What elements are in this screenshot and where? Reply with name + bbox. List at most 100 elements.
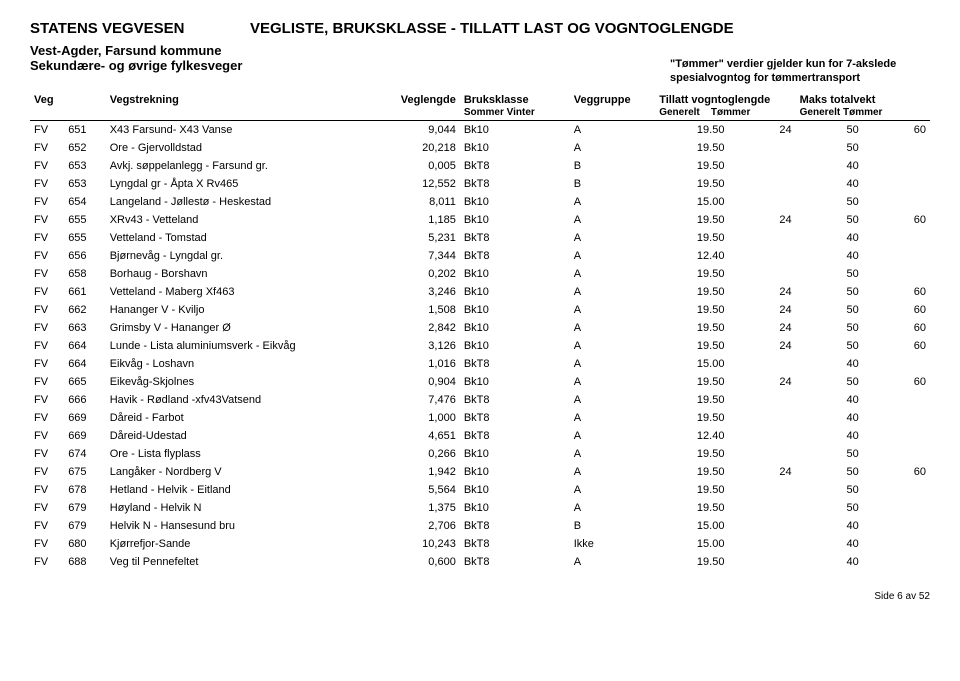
timber-note: "Tømmer" verdier gjelder kun for 7-aksle… [670, 58, 930, 86]
cell-name: Dåreid - Farbot [106, 409, 387, 427]
cell-bk: Bk10 [460, 283, 570, 301]
cell-vg-tommer: 24 [728, 319, 795, 337]
cell-bk: Bk10 [460, 337, 570, 355]
cell-vg-tommer [728, 355, 795, 373]
cell-name: Vetteland - Maberg Xf463 [106, 283, 387, 301]
cell-prefix: FV [30, 211, 64, 229]
cell-maks-generelt: 50 [796, 481, 863, 499]
cell-length: 1,016 [387, 355, 460, 373]
cell-vg-tommer [728, 445, 795, 463]
cell-vg-generelt: 15.00 [655, 355, 728, 373]
col-mt: Tømmer [843, 107, 882, 118]
cell-maks-generelt: 50 [796, 319, 863, 337]
cell-prefix: FV [30, 265, 64, 283]
cell-prefix: FV [30, 193, 64, 211]
cell-vg-tommer [728, 193, 795, 211]
cell-length: 10,243 [387, 535, 460, 553]
cell-group: B [570, 157, 655, 175]
cell-prefix: FV [30, 355, 64, 373]
cell-vg-generelt: 19.50 [655, 337, 728, 355]
cell-maks-tommer: 60 [863, 373, 930, 391]
cell-bk: Bk10 [460, 139, 570, 157]
cell-bk: BkT8 [460, 175, 570, 193]
cell-vg-tommer [728, 517, 795, 535]
cell-prefix: FV [30, 175, 64, 193]
table-body: FV651X43 Farsund- X43 Vanse9,044Bk10A19.… [30, 120, 930, 571]
table-row: FV653Avkj. søppelanlegg - Farsund gr.0,0… [30, 157, 930, 175]
cell-nr: 669 [64, 427, 106, 445]
cell-group: A [570, 553, 655, 571]
col-strek: Vegstrekning [106, 92, 387, 121]
cell-group: A [570, 445, 655, 463]
cell-maks-generelt: 40 [796, 427, 863, 445]
cell-prefix: FV [30, 517, 64, 535]
table-row: FV669Dåreid - Farbot1,000BkT8A19.5040 [30, 409, 930, 427]
cell-prefix: FV [30, 157, 64, 175]
cell-vg-generelt: 19.50 [655, 175, 728, 193]
cell-name: X43 Farsund- X43 Vanse [106, 120, 387, 139]
cell-nr: 654 [64, 193, 106, 211]
cell-vg-generelt: 19.50 [655, 481, 728, 499]
cell-length: 0,266 [387, 445, 460, 463]
cell-nr: 662 [64, 301, 106, 319]
subregion-label: Sekundære- og øvrige fylkesveger [30, 58, 242, 73]
cell-maks-generelt: 40 [796, 157, 863, 175]
table-row: FV651X43 Farsund- X43 Vanse9,044Bk10A19.… [30, 120, 930, 139]
cell-maks-tommer [863, 553, 930, 571]
cell-vg-generelt: 19.50 [655, 120, 728, 139]
cell-maks-tommer [863, 499, 930, 517]
table-row: FV654Langeland - Jøllestø - Heskestad8,0… [30, 193, 930, 211]
cell-group: A [570, 481, 655, 499]
cell-maks-generelt: 50 [796, 265, 863, 283]
cell-length: 5,231 [387, 229, 460, 247]
cell-vg-generelt: 19.50 [655, 283, 728, 301]
cell-nr: 688 [64, 553, 106, 571]
cell-length: 0,005 [387, 157, 460, 175]
cell-name: Dåreid-Udestad [106, 427, 387, 445]
cell-vg-generelt: 19.50 [655, 139, 728, 157]
cell-prefix: FV [30, 463, 64, 481]
table-row: FV679Helvik N - Hansesund bru2,706BkT8B1… [30, 517, 930, 535]
cell-vg-generelt: 19.50 [655, 499, 728, 517]
cell-maks-generelt: 40 [796, 391, 863, 409]
cell-prefix: FV [30, 301, 64, 319]
cell-maks-generelt: 50 [796, 445, 863, 463]
cell-vg-tommer: 24 [728, 373, 795, 391]
cell-vg-tommer [728, 157, 795, 175]
cell-maks-tommer [863, 139, 930, 157]
cell-bk: Bk10 [460, 301, 570, 319]
cell-name: Vetteland - Tomstad [106, 229, 387, 247]
cell-prefix: FV [30, 499, 64, 517]
cell-name: Høyland - Helvik N [106, 499, 387, 517]
cell-length: 7,344 [387, 247, 460, 265]
cell-name: Veg til Pennefeltet [106, 553, 387, 571]
table-row: FV688Veg til Pennefeltet0,600BkT8A19.504… [30, 553, 930, 571]
cell-vg-tommer [728, 139, 795, 157]
cell-name: Borhaug - Borshavn [106, 265, 387, 283]
cell-name: XRv43 - Vetteland [106, 211, 387, 229]
cell-vg-tommer [728, 553, 795, 571]
cell-bk: BkT8 [460, 247, 570, 265]
cell-prefix: FV [30, 427, 64, 445]
table-row: FV666Havik - Rødland -xfv43Vatsend7,476B… [30, 391, 930, 409]
cell-name: Kjørrefjor-Sande [106, 535, 387, 553]
cell-nr: 665 [64, 373, 106, 391]
col-maks-label: Maks totalvekt [800, 94, 876, 106]
cell-name: Ore - Gjervolldstad [106, 139, 387, 157]
cell-nr: 655 [64, 211, 106, 229]
col-veg: Veg [30, 92, 106, 121]
timber-note-line2: spesialvogntog for tømmertransport [670, 72, 860, 84]
cell-maks-tommer [863, 391, 930, 409]
cell-vg-generelt: 19.50 [655, 553, 728, 571]
cell-length: 1,000 [387, 409, 460, 427]
cell-vg-tommer [728, 229, 795, 247]
cell-prefix: FV [30, 535, 64, 553]
cell-bk: Bk10 [460, 193, 570, 211]
cell-maks-generelt: 40 [796, 409, 863, 427]
cell-nr: 679 [64, 517, 106, 535]
cell-vg-generelt: 19.50 [655, 211, 728, 229]
page-footer: Side 6 av 52 [30, 591, 930, 602]
cell-length: 20,218 [387, 139, 460, 157]
cell-maks-tommer: 60 [863, 283, 930, 301]
cell-nr: 652 [64, 139, 106, 157]
